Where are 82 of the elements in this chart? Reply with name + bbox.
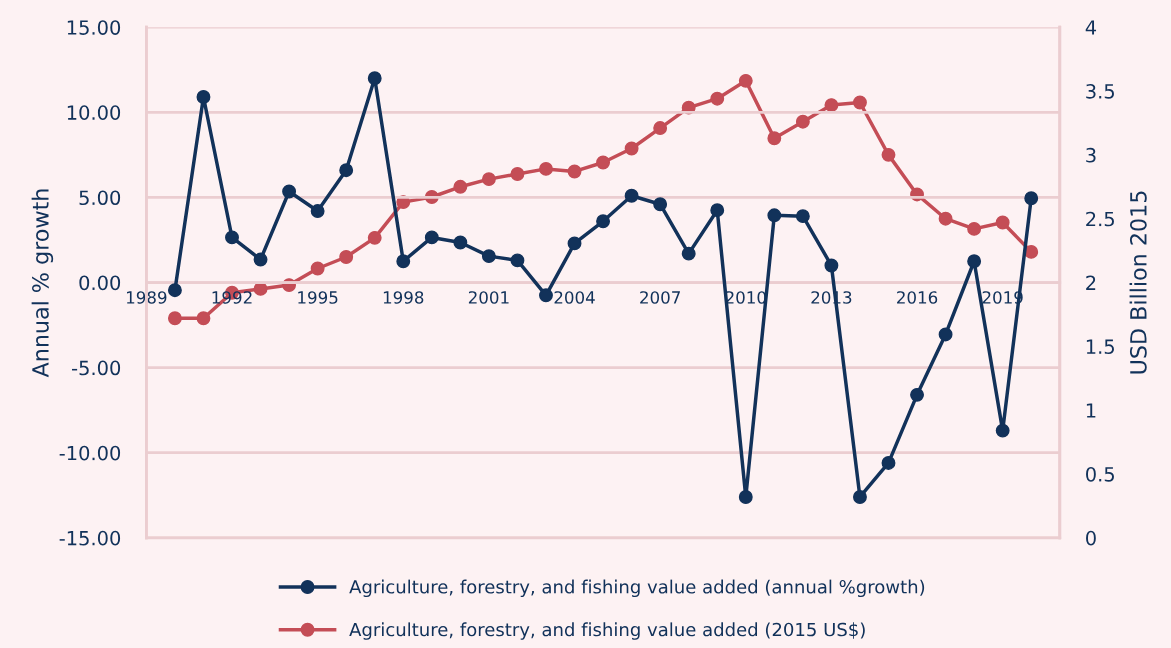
y2-tick-label: 2 bbox=[1086, 275, 1096, 290]
y-tick-label: -5.00 bbox=[72, 360, 121, 376]
point bbox=[196, 311, 211, 326]
point bbox=[767, 131, 782, 146]
point bbox=[738, 73, 753, 88]
point bbox=[253, 252, 268, 267]
x-tick-label: 1995 bbox=[298, 291, 338, 304]
point bbox=[539, 288, 553, 303]
y2-tick-label: 2.5 bbox=[1086, 211, 1114, 227]
point bbox=[510, 253, 525, 268]
point bbox=[938, 211, 953, 226]
point bbox=[738, 490, 753, 504]
point bbox=[853, 490, 867, 504]
point bbox=[481, 249, 496, 264]
point bbox=[995, 423, 1010, 438]
point bbox=[824, 98, 839, 113]
point bbox=[567, 236, 582, 251]
point bbox=[795, 209, 810, 224]
point bbox=[995, 215, 1010, 230]
point bbox=[396, 254, 411, 269]
point bbox=[1024, 244, 1039, 259]
y-tick-label: 0.00 bbox=[79, 275, 121, 291]
point bbox=[167, 311, 182, 326]
point bbox=[567, 164, 582, 179]
point bbox=[453, 235, 468, 250]
point bbox=[967, 254, 982, 269]
point bbox=[310, 261, 325, 276]
point bbox=[653, 197, 668, 212]
point bbox=[510, 167, 525, 181]
point bbox=[539, 161, 553, 176]
point bbox=[938, 327, 953, 342]
point bbox=[282, 184, 297, 199]
point bbox=[795, 114, 810, 129]
point bbox=[710, 203, 725, 218]
point bbox=[653, 121, 668, 136]
legend-label: Agriculture, forestry, and fishing value added (2015 US$) bbox=[349, 622, 865, 640]
point bbox=[910, 387, 924, 402]
point bbox=[453, 179, 468, 194]
point bbox=[339, 250, 354, 264]
point bbox=[596, 155, 611, 170]
y2-tick-label: 0 bbox=[1086, 530, 1096, 546]
y-tick-label: -10.00 bbox=[59, 445, 121, 461]
y2-tick-label: 1.5 bbox=[1086, 339, 1114, 355]
point bbox=[767, 208, 782, 223]
y-tick-label: 5.00 bbox=[79, 190, 121, 206]
point bbox=[225, 230, 239, 245]
x-tick-label: 2004 bbox=[554, 291, 595, 304]
x-tick-label: 2007 bbox=[640, 291, 680, 304]
point bbox=[367, 71, 382, 86]
point bbox=[967, 221, 982, 236]
point bbox=[881, 147, 896, 162]
point bbox=[624, 141, 639, 156]
point bbox=[624, 188, 639, 203]
y-tick-label: 10.00 bbox=[67, 105, 121, 120]
y-axis-title: Annual % growth bbox=[31, 189, 54, 378]
point bbox=[367, 230, 382, 245]
point bbox=[481, 172, 496, 187]
point bbox=[824, 258, 839, 273]
point bbox=[1024, 191, 1039, 206]
y2-axis-title: USD Billion 2015 bbox=[1129, 191, 1147, 374]
legend-label: Agriculture, forestry, and fishing value added (annual %growth) bbox=[349, 579, 925, 598]
point bbox=[596, 214, 611, 229]
x-tick-label: 2016 bbox=[897, 291, 938, 304]
point bbox=[310, 204, 325, 218]
y2-tick-label: 1 bbox=[1086, 403, 1096, 418]
x-tick-label: 1989 bbox=[127, 291, 167, 304]
y-tick-label: 15.00 bbox=[67, 20, 121, 35]
y2-tick-label: 4 bbox=[1085, 20, 1097, 35]
x-tick-label: 2001 bbox=[468, 291, 509, 304]
point bbox=[681, 246, 696, 261]
y2-tick-label: 0.5 bbox=[1086, 466, 1114, 482]
y2-tick-label: 3.5 bbox=[1086, 84, 1114, 99]
point bbox=[339, 163, 354, 178]
point bbox=[196, 90, 211, 104]
point bbox=[881, 456, 896, 470]
point bbox=[710, 91, 725, 106]
point bbox=[853, 95, 867, 110]
y-tick-label: -15.00 bbox=[59, 530, 121, 546]
point bbox=[167, 283, 182, 298]
y2-tick-label: 3 bbox=[1086, 147, 1096, 163]
x-tick-label: 1998 bbox=[383, 291, 424, 304]
point bbox=[424, 230, 439, 245]
